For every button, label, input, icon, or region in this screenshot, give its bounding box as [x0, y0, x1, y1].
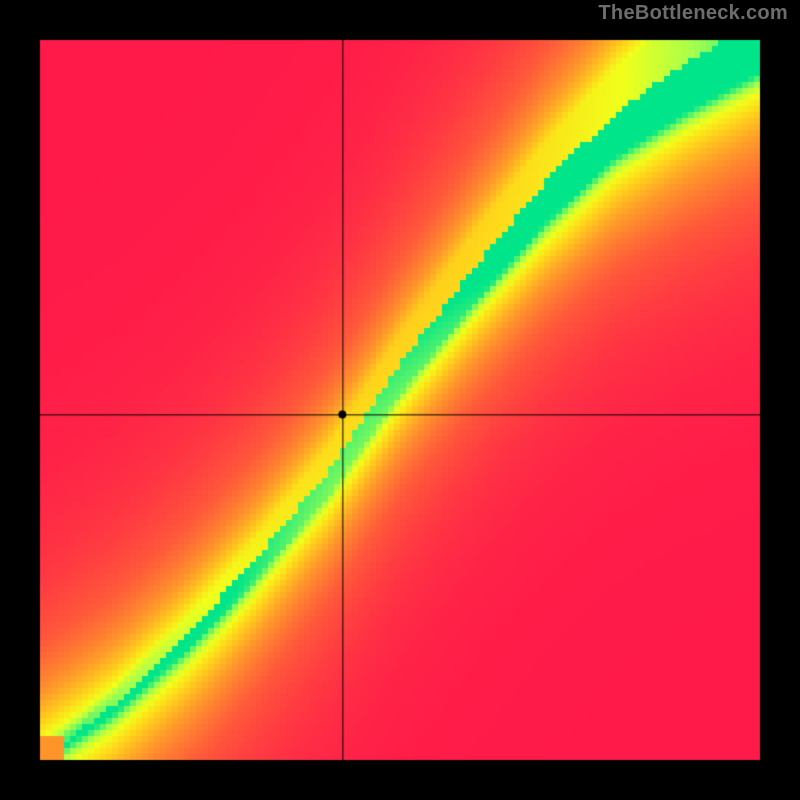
- chart-container: TheBottleneck.com: [0, 0, 800, 800]
- bottleneck-heatmap: [0, 0, 800, 800]
- watermark-text: TheBottleneck.com: [598, 2, 788, 25]
